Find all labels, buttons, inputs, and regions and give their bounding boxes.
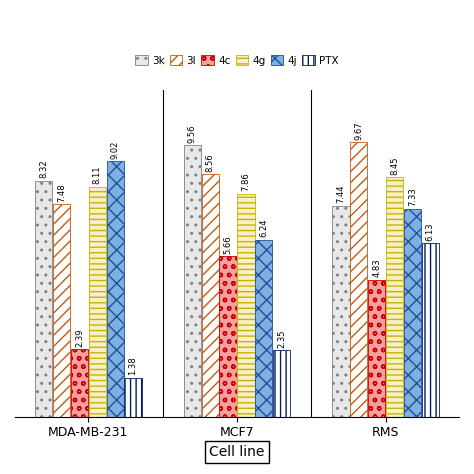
Text: 6.24: 6.24 [259, 219, 268, 237]
Text: 8.11: 8.11 [93, 166, 102, 184]
X-axis label: Cell line: Cell line [210, 445, 264, 459]
Text: 8.45: 8.45 [390, 156, 399, 175]
Text: 2.35: 2.35 [277, 329, 286, 348]
Text: 5.66: 5.66 [224, 235, 233, 254]
Text: 9.56: 9.56 [188, 125, 197, 143]
Legend: 3k, 3l, 4c, 4g, 4j, PTX: 3k, 3l, 4c, 4g, 4j, PTX [133, 53, 341, 68]
Bar [201, 174, 219, 417]
Text: 7.44: 7.44 [337, 185, 346, 203]
Bar [386, 177, 403, 417]
Bar [35, 181, 53, 417]
Text: 4.83: 4.83 [372, 259, 381, 277]
Text: 7.48: 7.48 [57, 183, 66, 202]
Bar [124, 378, 142, 417]
Bar [89, 187, 106, 417]
Bar [332, 206, 350, 417]
Bar [184, 146, 201, 417]
Bar [368, 280, 385, 417]
Text: 8.56: 8.56 [206, 153, 215, 172]
Bar [53, 204, 70, 417]
Text: 9.02: 9.02 [110, 140, 119, 158]
Bar [237, 194, 255, 417]
Bar [71, 349, 88, 417]
Text: 7.33: 7.33 [408, 188, 417, 207]
Text: 9.67: 9.67 [355, 121, 364, 140]
Bar [107, 161, 124, 417]
Text: 7.86: 7.86 [241, 173, 250, 191]
Bar [421, 243, 439, 417]
Bar [219, 256, 237, 417]
Bar [350, 142, 367, 417]
Text: 2.39: 2.39 [75, 328, 84, 346]
Text: 8.32: 8.32 [39, 160, 48, 178]
Bar [404, 209, 421, 417]
Text: 1.38: 1.38 [128, 356, 137, 375]
Bar [255, 240, 273, 417]
Bar [273, 350, 290, 417]
Text: 6.13: 6.13 [426, 222, 435, 240]
